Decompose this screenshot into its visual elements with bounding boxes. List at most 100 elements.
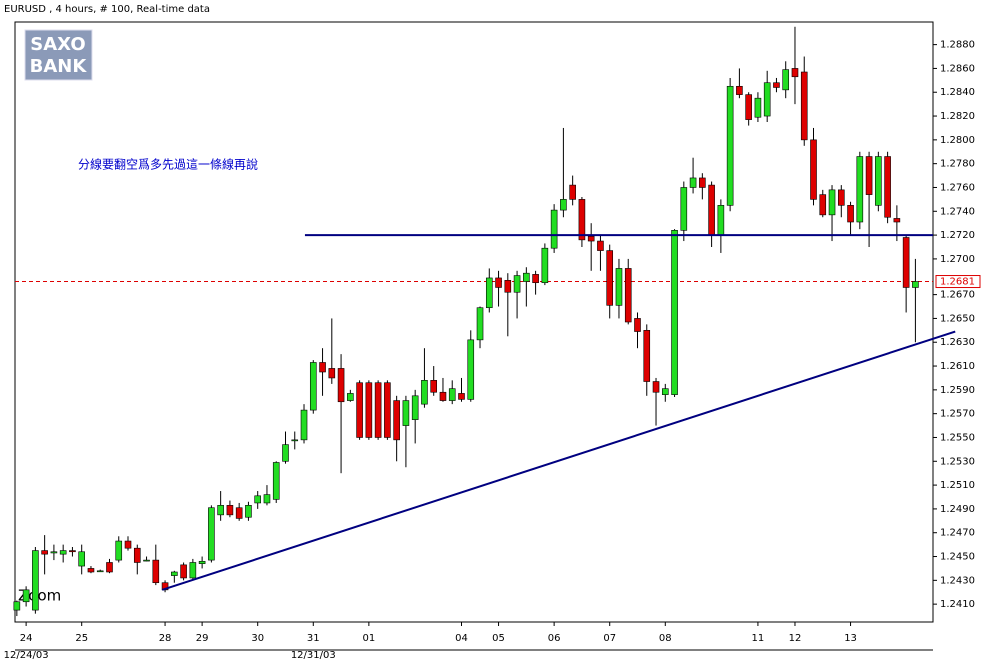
candle-body (133, 547, 141, 563)
logo-text: BANK (30, 56, 88, 77)
candle-body (689, 177, 697, 188)
y-tick-label: 1.2590 (940, 385, 975, 396)
candle-body (569, 184, 576, 200)
candle-body (800, 71, 808, 141)
candle-body (902, 237, 910, 288)
y-tick-label: 1.2550 (940, 432, 975, 443)
y-tick-label: 1.2510 (940, 480, 975, 491)
y-tick-label: 1.2880 (940, 40, 975, 51)
candle-body (763, 82, 771, 117)
candle-body (541, 247, 549, 284)
x-tick-label: 30 (251, 633, 264, 644)
candle-body (96, 570, 104, 573)
candle-body (208, 507, 215, 561)
y-tick-label: 1.2720 (940, 230, 975, 241)
candle-body (819, 194, 827, 216)
candle-body (309, 362, 317, 411)
candle-body (337, 368, 345, 403)
logo-box (24, 29, 93, 81)
y-tick-label: 1.2860 (940, 63, 975, 74)
candle-body (189, 562, 197, 579)
candle-body (439, 391, 447, 401)
chart-title: EURUSD , 4 hours, # 100, Real-time data (4, 4, 210, 15)
candle-body (115, 540, 123, 561)
candle-body (643, 330, 651, 382)
x-tick-label: 04 (455, 633, 468, 644)
candle-body (458, 393, 465, 400)
candle-body (291, 439, 299, 442)
candle-body (495, 277, 502, 288)
candle-body (810, 139, 817, 200)
y-tick-label: 1.2780 (940, 159, 975, 170)
candle-body (884, 156, 891, 218)
x-tick-label: 13 (844, 633, 857, 644)
candle-body (467, 339, 475, 400)
candle-body (791, 68, 799, 78)
y-tick-label: 1.2820 (940, 111, 975, 122)
x-tick-label: 24 (20, 633, 33, 644)
candle-body (745, 94, 752, 120)
candle-body (587, 235, 595, 242)
y-tick-label: 1.2450 (940, 552, 975, 563)
plot-area (14, 21, 934, 623)
candle-body (671, 230, 678, 395)
candle-body (485, 277, 493, 309)
candle-body (476, 307, 484, 341)
candle-body (263, 494, 271, 504)
candle-body (393, 400, 400, 441)
candle-body (59, 550, 67, 555)
candle-body (532, 274, 539, 284)
y-tick-label: 1.2530 (940, 456, 975, 467)
y-tick-label: 1.2430 (940, 575, 975, 586)
y-tick-label: 1.2570 (940, 409, 975, 420)
candle-body (430, 380, 438, 393)
y-tick-label: 1.2610 (940, 361, 975, 372)
candle-body (152, 559, 160, 584)
candle-body (606, 250, 614, 306)
x-tick-label: 31 (307, 633, 320, 644)
y-tick-label: 1.2700 (940, 254, 975, 265)
candle-body (282, 444, 289, 462)
candle-body (272, 462, 280, 500)
candle-body (865, 156, 873, 195)
candle-body (143, 559, 150, 562)
candle-body (578, 199, 586, 241)
candle-body (726, 85, 734, 206)
candle-body (328, 368, 336, 379)
candle-body (837, 189, 845, 206)
candle-body (699, 177, 706, 188)
candle-body (69, 550, 76, 553)
candle-body (374, 382, 382, 438)
x-tick-label: 06 (548, 633, 561, 644)
date-label: 12/24/03 (4, 650, 49, 661)
candle-body (708, 184, 715, 236)
y-tick-label: 1.2410 (940, 599, 975, 610)
candle-body (680, 187, 688, 231)
y-tick-label: 1.2670 (940, 290, 975, 301)
x-tick-label: 07 (603, 633, 616, 644)
date-label: 12/31/03 (291, 650, 336, 661)
y-tick-label: 1.2760 (940, 182, 975, 193)
candle-body (198, 560, 206, 564)
candle-body (347, 393, 354, 401)
candle-body (13, 601, 21, 611)
logo-text: SAXO (30, 34, 85, 55)
candle-body (384, 382, 391, 438)
candle-body (171, 571, 178, 576)
x-tick-label: 12 (789, 633, 802, 644)
candle-body (504, 280, 512, 293)
candle-body (875, 156, 882, 206)
candle-body (634, 318, 641, 332)
candle-body (319, 362, 326, 373)
candle-body (560, 199, 567, 211)
candle-body (513, 275, 521, 293)
candle-body (912, 281, 919, 288)
candle-body (124, 540, 132, 549)
candle-body (421, 380, 428, 405)
x-tick-label: 08 (659, 633, 672, 644)
candle-body (652, 381, 660, 393)
x-tick-label: 01 (362, 633, 375, 644)
candle-body (661, 388, 669, 395)
candle-body (180, 564, 187, 579)
